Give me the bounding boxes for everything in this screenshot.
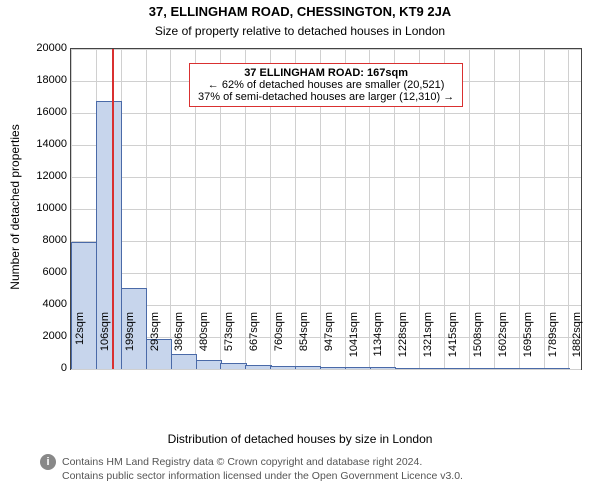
xtick-label: 947sqm xyxy=(323,312,335,372)
xtick-label: 1508sqm xyxy=(472,312,484,372)
xtick-label: 1882sqm xyxy=(571,312,583,372)
xtick-label: 667sqm xyxy=(248,312,260,372)
gridline-v xyxy=(469,49,470,369)
xtick-label: 480sqm xyxy=(198,312,210,372)
xtick-label: 1789sqm xyxy=(547,312,559,372)
xtick-label: 199sqm xyxy=(124,312,136,372)
xtick-label: 854sqm xyxy=(298,312,310,372)
xtick-label: 1228sqm xyxy=(397,312,409,372)
highlight-line xyxy=(112,49,114,369)
y-axis-label: Number of detached properties xyxy=(8,47,22,367)
gridline-h xyxy=(71,305,581,306)
gridline-v xyxy=(544,49,545,369)
gridline-v xyxy=(494,49,495,369)
annotation-line: 37% of semi-detached houses are larger (… xyxy=(198,91,454,103)
xtick-label: 760sqm xyxy=(273,312,285,372)
chart-title-line2: Size of property relative to detached ho… xyxy=(0,24,600,38)
annotation-box: 37 ELLINGHAM ROAD: 167sqm← 62% of detach… xyxy=(189,63,463,107)
xtick-label: 386sqm xyxy=(173,312,185,372)
annotation-line: ← 62% of detached houses are smaller (20… xyxy=(198,79,454,91)
gridline-h xyxy=(71,241,581,242)
gridline-h xyxy=(71,273,581,274)
attribution-footer: i Contains HM Land Registry data © Crown… xyxy=(40,454,600,482)
footer-line1: Contains HM Land Registry data © Crown c… xyxy=(62,456,422,468)
chart-title-line1: 37, ELLINGHAM ROAD, CHESSINGTON, KT9 2JA xyxy=(0,4,600,19)
gridline-h xyxy=(71,177,581,178)
annotation-line: 37 ELLINGHAM ROAD: 167sqm xyxy=(198,67,454,79)
xtick-label: 106sqm xyxy=(99,312,111,372)
xtick-label: 1041sqm xyxy=(348,312,360,372)
x-axis-label: Distribution of detached houses by size … xyxy=(0,432,600,446)
xtick-label: 1602sqm xyxy=(497,312,509,372)
gridline-h xyxy=(71,113,581,114)
xtick-label: 1134sqm xyxy=(372,312,384,372)
xtick-label: 1695sqm xyxy=(522,312,534,372)
gridline-v xyxy=(170,49,171,369)
gridline-v xyxy=(519,49,520,369)
info-icon: i xyxy=(40,454,56,470)
xtick-label: 573sqm xyxy=(223,312,235,372)
chart-container: { "titles": { "line1": "37, ELLINGHAM RO… xyxy=(0,0,600,500)
footer-line2: Contains public sector information licen… xyxy=(62,470,463,482)
xtick-label: 12sqm xyxy=(74,312,86,372)
gridline-v xyxy=(568,49,569,369)
gridline-h xyxy=(71,49,581,50)
xtick-label: 293sqm xyxy=(149,312,161,372)
xtick-label: 1321sqm xyxy=(422,312,434,372)
gridline-h xyxy=(71,209,581,210)
xtick-label: 1415sqm xyxy=(447,312,459,372)
gridline-h xyxy=(71,145,581,146)
